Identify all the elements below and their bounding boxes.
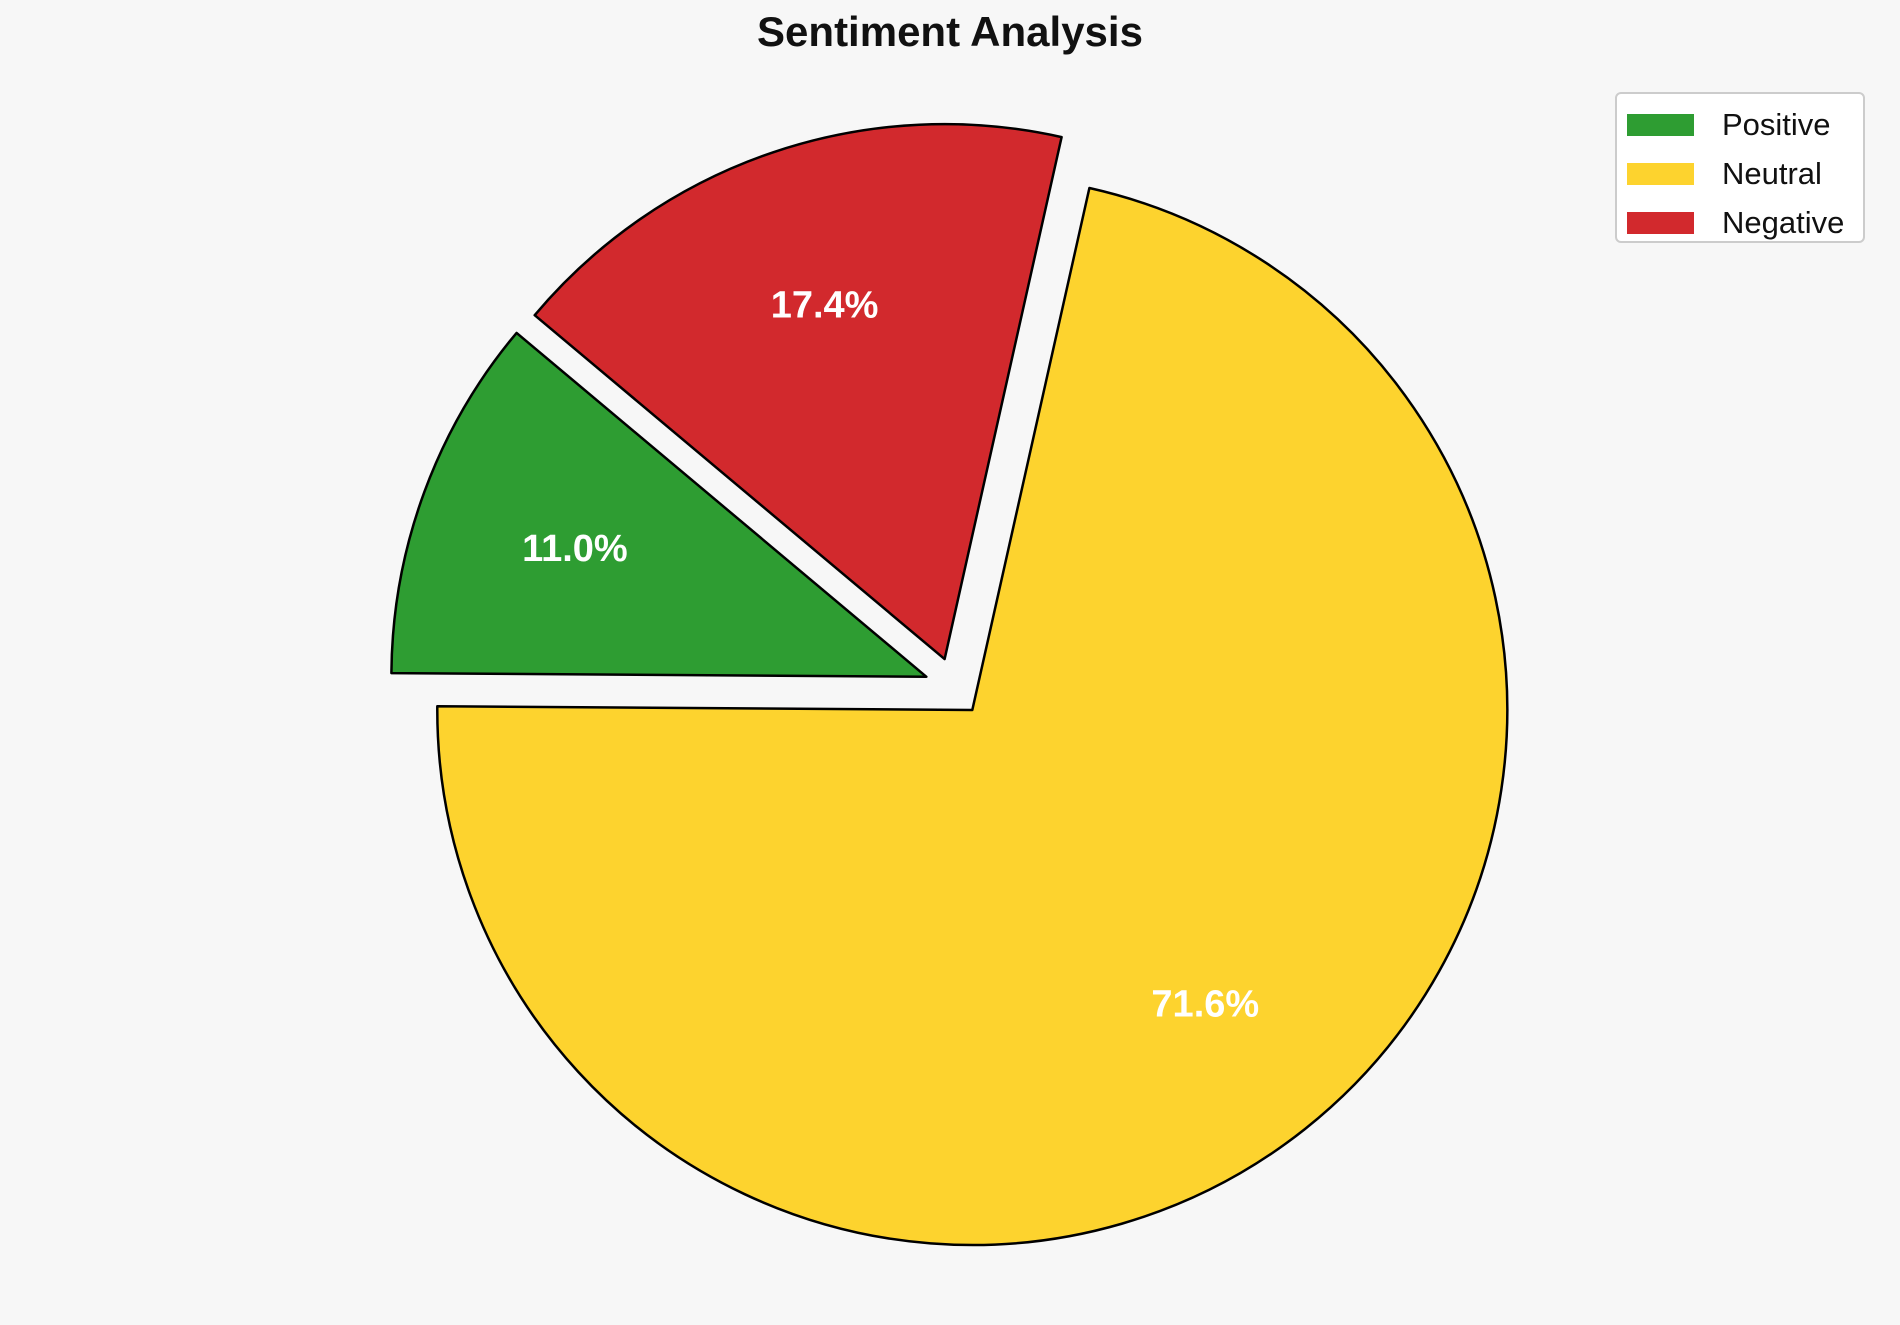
legend-item-positive: Positive (1627, 103, 1863, 147)
legend-label-neutral: Neutral (1722, 156, 1822, 191)
pie-slice-neutral (436, 186, 1509, 1247)
pie-slice-label-negative: 17.4% (771, 285, 879, 327)
legend-label-positive: Positive (1722, 107, 1831, 142)
pie-slice-label-positive: 11.0% (522, 528, 628, 570)
legend-label-negative: Negative (1722, 205, 1845, 240)
pie-slice-label-neutral: 71.6% (1151, 984, 1259, 1026)
chart-title: Sentiment Analysis (757, 8, 1143, 55)
legend-swatch-negative (1627, 212, 1694, 234)
legend-item-neutral: Neutral (1627, 152, 1863, 196)
legend: Positive Neutral Negative (1615, 92, 1865, 243)
legend-swatch-positive (1627, 114, 1694, 136)
pie-slice-negative (533, 122, 1063, 661)
legend-swatch-neutral (1627, 163, 1694, 185)
pie-slice-positive (390, 331, 928, 679)
legend-item-negative: Negative (1627, 201, 1863, 245)
